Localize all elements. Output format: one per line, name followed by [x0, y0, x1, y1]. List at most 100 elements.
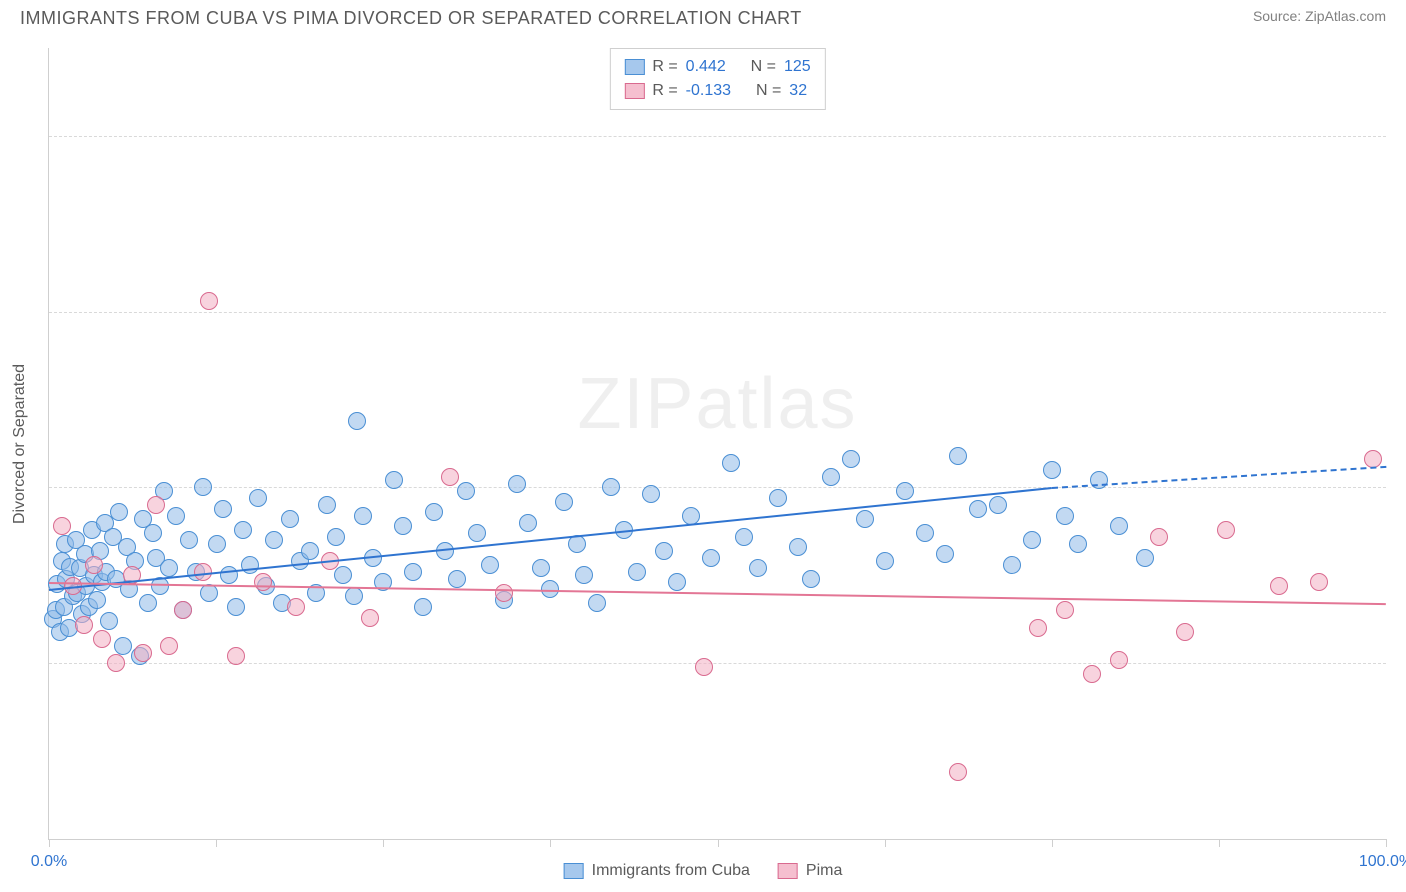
data-point	[588, 594, 606, 612]
data-point	[495, 584, 513, 602]
data-point	[448, 570, 466, 588]
data-point	[441, 468, 459, 486]
n-value-pink: 32	[789, 79, 807, 103]
r-value-blue: 0.442	[686, 55, 726, 79]
gridline	[49, 663, 1386, 664]
data-point	[1150, 528, 1168, 546]
data-point	[702, 549, 720, 567]
data-point	[134, 644, 152, 662]
x-tick	[49, 839, 50, 847]
data-point	[394, 517, 412, 535]
x-tick	[550, 839, 551, 847]
data-point	[949, 763, 967, 781]
data-point	[457, 482, 475, 500]
data-point	[749, 559, 767, 577]
series-legend: Immigrants from Cuba Pima	[564, 862, 843, 880]
x-tick	[885, 839, 886, 847]
gridline	[49, 312, 1386, 313]
data-point	[1056, 601, 1074, 619]
source-attribution: Source: ZipAtlas.com	[1253, 8, 1386, 24]
swatch-pink-icon	[624, 83, 644, 99]
data-point	[555, 493, 573, 511]
data-point	[822, 468, 840, 486]
data-point	[385, 471, 403, 489]
data-point	[227, 647, 245, 665]
x-tick	[383, 839, 384, 847]
data-point	[1056, 507, 1074, 525]
data-point	[227, 598, 245, 616]
x-tick	[1386, 839, 1387, 847]
legend-row-pink: R = -0.133 N = 32	[624, 79, 810, 103]
legend-row-blue: R = 0.442 N = 125	[624, 55, 810, 79]
data-point	[75, 616, 93, 634]
chart-title: IMMIGRANTS FROM CUBA VS PIMA DIVORCED OR…	[20, 8, 802, 29]
data-point	[301, 542, 319, 560]
data-point	[110, 503, 128, 521]
data-point	[425, 503, 443, 521]
swatch-blue-icon	[624, 59, 644, 75]
data-point	[100, 612, 118, 630]
data-point	[949, 447, 967, 465]
data-point	[481, 556, 499, 574]
source-prefix: Source:	[1253, 8, 1305, 24]
data-point	[167, 507, 185, 525]
data-point	[989, 496, 1007, 514]
data-point	[519, 514, 537, 532]
data-point	[969, 500, 987, 518]
chart-area: Divorced or Separated ZIPatlas R = 0.442…	[48, 48, 1386, 840]
data-point	[668, 573, 686, 591]
data-point	[695, 658, 713, 676]
data-point	[318, 496, 336, 514]
data-point	[160, 559, 178, 577]
data-point	[194, 478, 212, 496]
source-link[interactable]: ZipAtlas.com	[1305, 8, 1386, 24]
x-tick	[1219, 839, 1220, 847]
data-point	[1110, 651, 1128, 669]
correlation-legend: R = 0.442 N = 125 R = -0.133 N = 32	[609, 48, 825, 110]
data-point	[508, 475, 526, 493]
data-point	[139, 594, 157, 612]
data-point	[1270, 577, 1288, 595]
data-point	[254, 573, 272, 591]
legend-item-pink: Pima	[778, 862, 842, 880]
data-point	[628, 563, 646, 581]
data-point	[1069, 535, 1087, 553]
data-point	[249, 489, 267, 507]
data-point	[174, 601, 192, 619]
data-point	[107, 654, 125, 672]
trend-line	[49, 582, 1386, 605]
x-tick-label: 100.0%	[1359, 853, 1406, 871]
watermark: ZIPatlas	[577, 363, 857, 445]
data-point	[93, 630, 111, 648]
data-point	[200, 292, 218, 310]
data-point	[802, 570, 820, 588]
data-point	[327, 528, 345, 546]
data-point	[769, 489, 787, 507]
data-point	[655, 542, 673, 560]
data-point	[208, 535, 226, 553]
data-point	[1043, 461, 1061, 479]
data-point	[287, 598, 305, 616]
r-label: R =	[652, 55, 677, 79]
x-tick	[216, 839, 217, 847]
data-point	[735, 528, 753, 546]
data-point	[180, 531, 198, 549]
data-point	[916, 524, 934, 542]
swatch-blue-icon	[564, 863, 584, 879]
data-point	[361, 609, 379, 627]
data-point	[265, 531, 283, 549]
n-value-blue: 125	[784, 55, 811, 79]
data-point	[281, 510, 299, 528]
data-point	[602, 478, 620, 496]
data-point	[1083, 665, 1101, 683]
data-point	[404, 563, 422, 581]
data-point	[1029, 619, 1047, 637]
data-point	[147, 496, 165, 514]
data-point	[842, 450, 860, 468]
data-point	[789, 538, 807, 556]
data-point	[345, 587, 363, 605]
data-point	[1090, 471, 1108, 489]
data-point	[722, 454, 740, 472]
x-tick	[1052, 839, 1053, 847]
data-point	[1136, 549, 1154, 567]
